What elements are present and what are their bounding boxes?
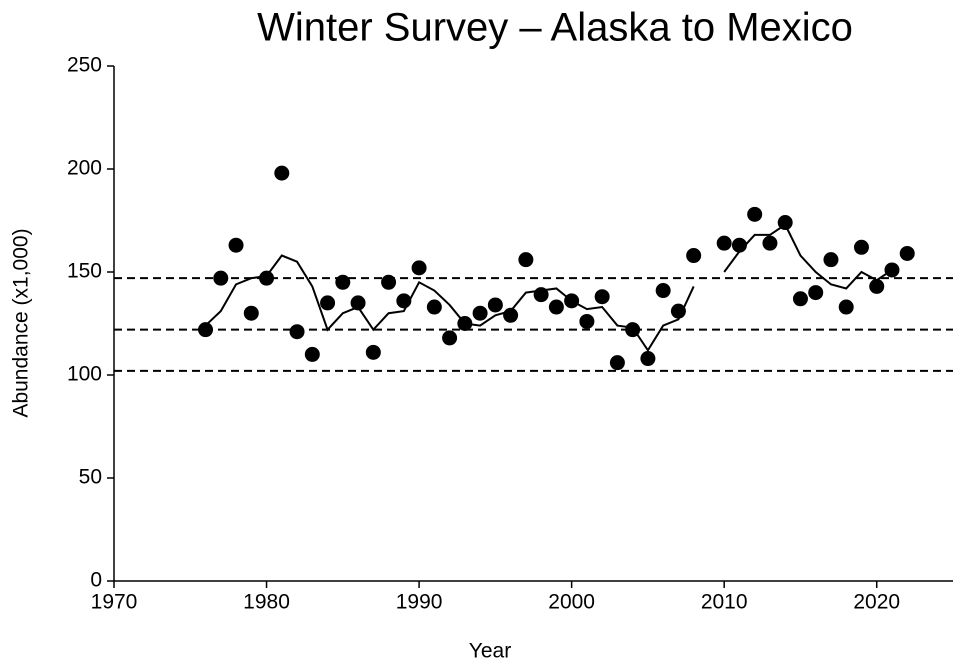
data-point xyxy=(792,291,808,307)
data-point xyxy=(518,252,534,268)
data-point xyxy=(426,299,442,315)
data-point xyxy=(274,165,290,181)
y-tick-label: 200 xyxy=(67,157,102,180)
data-point xyxy=(442,330,458,346)
y-tick-label: 250 xyxy=(67,54,102,77)
data-point xyxy=(198,322,214,338)
data-point xyxy=(686,248,702,264)
data-point xyxy=(838,299,854,315)
data-point xyxy=(579,313,595,329)
data-point xyxy=(228,237,244,253)
x-axis-label: Year xyxy=(469,640,511,663)
x-tick-label: 1980 xyxy=(243,591,290,614)
data-point xyxy=(335,274,351,290)
data-point xyxy=(853,239,869,255)
data-point xyxy=(304,346,320,362)
data-point xyxy=(259,270,275,286)
data-point xyxy=(869,278,885,294)
data-point xyxy=(213,270,229,286)
data-point xyxy=(609,355,625,371)
data-point xyxy=(365,344,381,360)
data-point xyxy=(716,235,732,251)
data-point xyxy=(655,283,671,299)
x-tick-label: 2020 xyxy=(853,591,900,614)
y-axis-label: Abundance (x1,000) xyxy=(10,228,33,417)
x-tick-label: 1970 xyxy=(91,591,138,614)
x-tick-label: 1990 xyxy=(396,591,443,614)
y-tick-label: 150 xyxy=(67,260,102,283)
data-point xyxy=(747,206,763,222)
data-point xyxy=(731,237,747,253)
data-point xyxy=(823,252,839,268)
data-point xyxy=(350,295,366,311)
y-tick-label: 100 xyxy=(67,363,102,386)
data-point xyxy=(899,245,915,261)
trend-line xyxy=(204,223,893,353)
data-point xyxy=(411,260,427,276)
data-point xyxy=(320,295,336,311)
data-point xyxy=(762,235,778,251)
data-point xyxy=(548,299,564,315)
x-tick-label: 2010 xyxy=(701,591,748,614)
y-tick-label: 0 xyxy=(90,569,102,592)
data-point xyxy=(381,274,397,290)
chart-title: Winter Survey – Alaska to Mexico xyxy=(257,6,853,50)
y-tick-label: 50 xyxy=(79,466,102,489)
x-tick-label: 2000 xyxy=(548,591,595,614)
data-point xyxy=(487,297,503,313)
data-point xyxy=(670,303,686,319)
data-point xyxy=(640,351,656,367)
data-point xyxy=(594,289,610,305)
data-point xyxy=(243,305,259,321)
data-point xyxy=(289,324,305,340)
data-point xyxy=(808,285,824,301)
data-point xyxy=(472,305,488,321)
